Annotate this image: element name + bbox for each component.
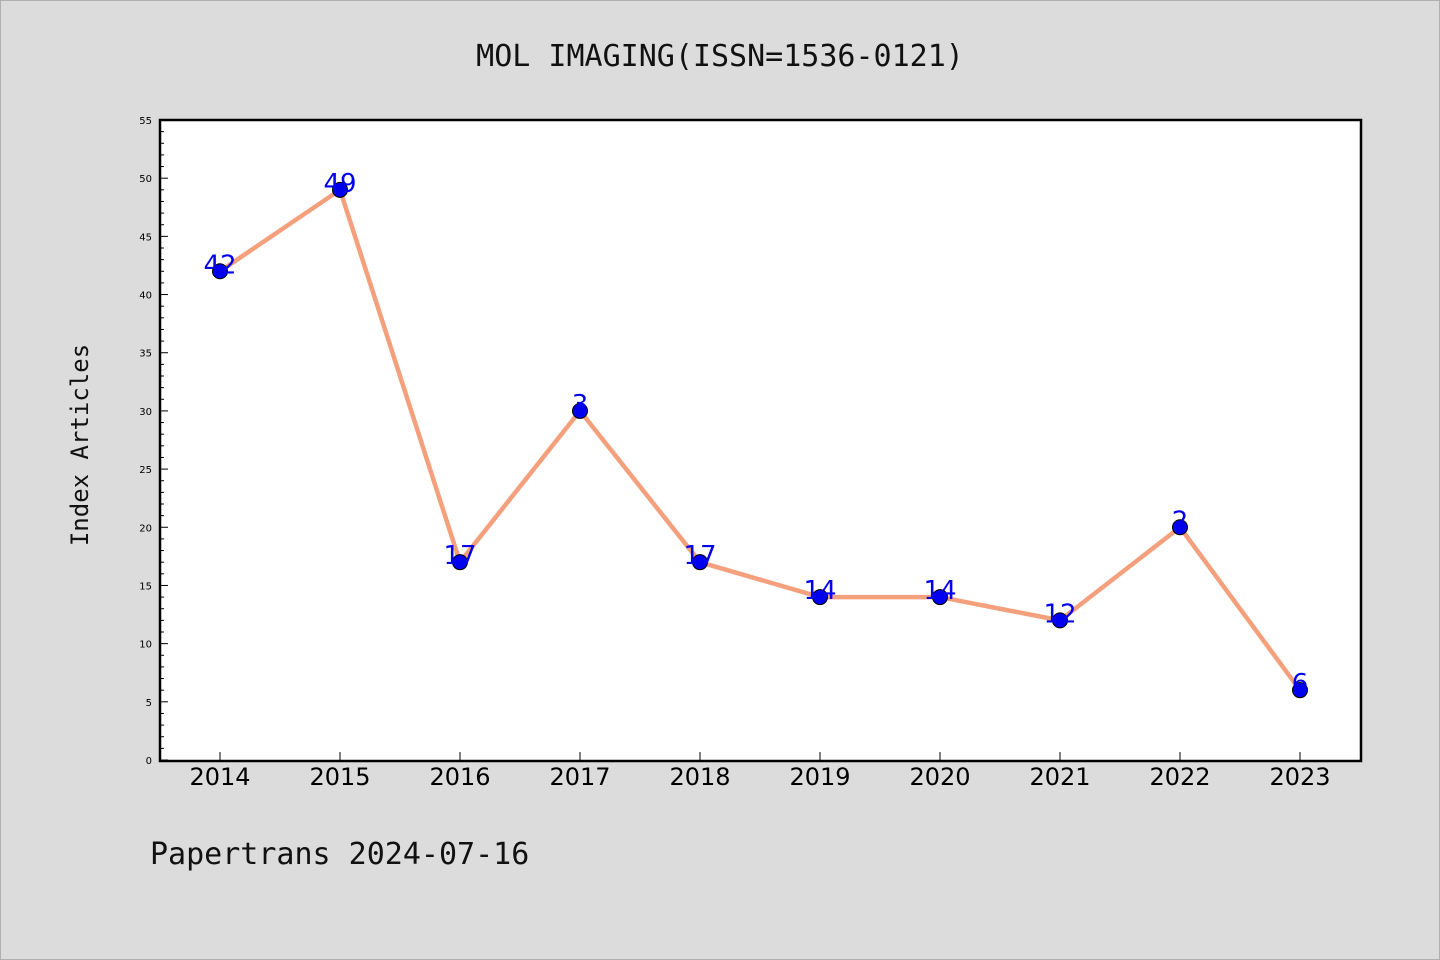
data-point: [1052, 612, 1068, 629]
y-axis-ticks: 0 5 10 15 20 25 30 35 40 45 50 55: [139, 116, 168, 767]
data-point: [452, 554, 468, 571]
y-tick-label: 5: [146, 698, 152, 709]
series-points: [212, 181, 1308, 699]
x-tick-label: 2023: [1269, 763, 1330, 791]
data-label: 2: [1172, 506, 1189, 536]
x-tick-label: 2019: [789, 763, 850, 791]
x-tick-label: 2022: [1149, 763, 1210, 791]
series-line-path: [218, 187, 1302, 692]
chart-title: MOL IMAGING(ISSN=1536-0121): [476, 39, 964, 74]
data-point: [212, 263, 228, 280]
data-point: [332, 181, 348, 198]
data-label: 12: [1043, 599, 1076, 629]
data-label: 17: [443, 541, 476, 571]
y-tick-label: 55: [139, 116, 152, 127]
data-point: [1172, 519, 1188, 536]
series-line: [218, 187, 1302, 692]
data-label: 17: [683, 541, 716, 571]
x-axis-ticks: 2014 2015 2016 2017 2018 2019 2020 2021 2022 2023: [189, 752, 1331, 791]
x-tick-label: 2014: [189, 763, 250, 791]
data-label: 3: [572, 390, 589, 420]
data-label: 14: [923, 576, 956, 606]
data-point: [1292, 682, 1308, 699]
y-tick-label: 15: [139, 581, 152, 592]
y-axis-label: Index Articles: [66, 344, 94, 546]
y-tick-label: 50: [139, 174, 152, 185]
data-point: [692, 554, 708, 571]
data-label: 14: [803, 576, 836, 606]
plot-area: [158, 118, 1363, 763]
data-labels: 42 49 17 3 17 14 14 12 2 6: [203, 169, 1308, 699]
y-tick-label: 0: [146, 756, 152, 767]
x-tick-label: 2021: [1029, 763, 1090, 791]
y-tick-label: 45: [139, 232, 152, 243]
data-label: 49: [323, 169, 356, 199]
y-tick-label: 30: [139, 407, 152, 418]
x-tick-label: 2017: [549, 763, 610, 791]
y-tick-label: 20: [139, 523, 152, 534]
x-tick-label: 2018: [669, 763, 730, 791]
x-tick-label: 2016: [429, 763, 490, 791]
x-tick-label: 2015: [309, 763, 370, 791]
y-tick-label: 25: [139, 465, 152, 476]
data-label: 42: [203, 250, 236, 280]
data-label: 6: [1292, 669, 1309, 699]
y-tick-label: 35: [139, 349, 152, 360]
footer-credit: Papertrans 2024-07-16: [150, 837, 529, 872]
x-tick-label: 2020: [909, 763, 970, 791]
y-tick-label: 40: [139, 291, 152, 302]
data-point: [812, 589, 828, 606]
data-point: [932, 589, 948, 606]
data-point: [572, 402, 588, 419]
y-tick-label: 10: [139, 640, 152, 651]
